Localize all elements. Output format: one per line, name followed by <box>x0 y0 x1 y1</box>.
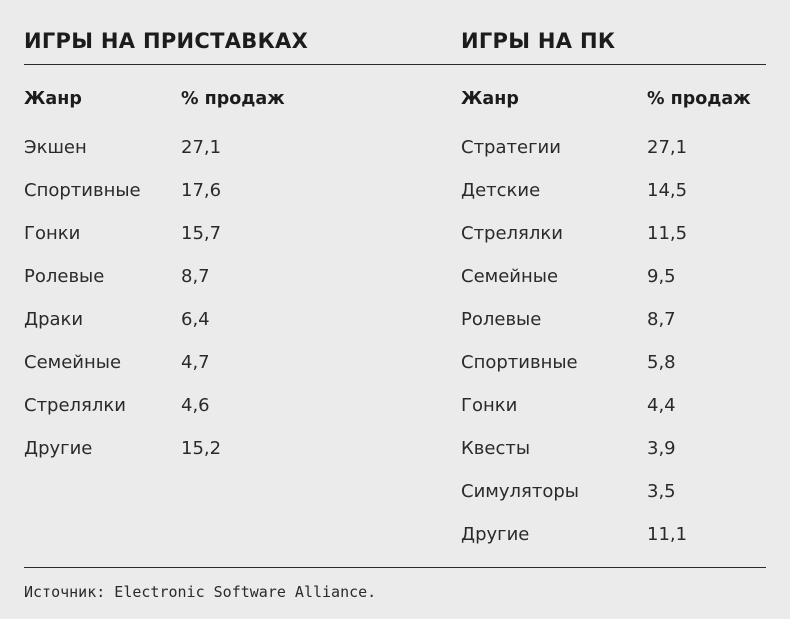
table-row: Драки 6,4 <box>24 298 285 341</box>
share-cell: 8,7 <box>181 266 210 287</box>
share-column-header: % продаж <box>181 89 285 109</box>
table-row: Ролевые 8,7 <box>461 298 751 341</box>
genre-cell: Семейные <box>461 266 559 287</box>
genre-cell: Гонки <box>461 395 518 416</box>
share-cell: 6,4 <box>181 309 210 330</box>
table-row: Гонки 4,4 <box>461 384 751 427</box>
share-cell: 3,5 <box>647 481 676 502</box>
genre-cell: Стрелялки <box>24 395 126 416</box>
table-row: Ролевые 8,7 <box>24 255 285 298</box>
table-row: Другие 11,1 <box>461 513 751 556</box>
share-cell: 27,1 <box>181 137 222 158</box>
genre-cell: Другие <box>24 438 93 459</box>
table-header-row: Жанр % продаж <box>461 84 751 126</box>
table-row: Детские 14,5 <box>461 169 751 212</box>
genre-cell: Стратегии <box>461 137 561 158</box>
bottom-divider <box>24 567 766 568</box>
pc-table-body: Стратегии 27,1 Детские 14,5 Стрелялки 11… <box>461 126 751 556</box>
share-cell: 11,1 <box>647 524 688 545</box>
table-row: Стрелялки 11,5 <box>461 212 751 255</box>
table-row: Стрелялки 4,6 <box>24 384 285 427</box>
table-row: Симуляторы 3,5 <box>461 470 751 513</box>
share-column-header: % продаж <box>647 89 751 109</box>
table-row: Другие 15,2 <box>24 427 285 470</box>
pc-table: Жанр % продаж Стратегии 27,1 Детские 14,… <box>461 84 751 556</box>
share-cell: 4,4 <box>647 395 676 416</box>
share-cell: 4,6 <box>181 395 210 416</box>
share-cell: 4,7 <box>181 352 210 373</box>
table-row: Семейные 9,5 <box>461 255 751 298</box>
genre-cell: Детские <box>461 180 541 201</box>
genre-cell: Квесты <box>461 438 531 459</box>
share-cell: 8,7 <box>647 309 676 330</box>
share-cell: 15,2 <box>181 438 222 459</box>
top-divider <box>24 64 766 65</box>
share-cell: 15,7 <box>181 223 222 244</box>
consoles-table-title: ИГРЫ НА ПРИСТАВКАХ <box>24 29 309 53</box>
share-cell: 27,1 <box>647 137 688 158</box>
share-cell: 11,5 <box>647 223 688 244</box>
genre-cell: Семейные <box>24 352 122 373</box>
share-cell: 5,8 <box>647 352 676 373</box>
table-row: Гонки 15,7 <box>24 212 285 255</box>
genre-cell: Драки <box>24 309 84 330</box>
genre-cell: Другие <box>461 524 530 545</box>
table-row: Стратегии 27,1 <box>461 126 751 169</box>
table-header-row: Жанр % продаж <box>24 84 285 126</box>
source-note: Источник: Electronic Software Alliance. <box>24 583 377 601</box>
genre-cell: Экшен <box>24 137 87 158</box>
genre-cell: Ролевые <box>461 309 542 330</box>
genre-cell: Ролевые <box>24 266 105 287</box>
table-row: Семейные 4,7 <box>24 341 285 384</box>
pc-table-title: ИГРЫ НА ПК <box>461 29 616 53</box>
share-cell: 9,5 <box>647 266 676 287</box>
share-cell: 17,6 <box>181 180 222 201</box>
consoles-table-body: Экшен 27,1 Спортивные 17,6 Гонки 15,7 Ро… <box>24 126 285 470</box>
genre-column-header: Жанр <box>461 89 519 109</box>
table-row: Спортивные 17,6 <box>24 169 285 212</box>
genre-cell: Симуляторы <box>461 481 579 502</box>
table-row: Квесты 3,9 <box>461 427 751 470</box>
genre-cell: Стрелялки <box>461 223 563 244</box>
genre-column-header: Жанр <box>24 89 82 109</box>
share-cell: 14,5 <box>647 180 688 201</box>
genre-cell: Спортивные <box>24 180 141 201</box>
table-row: Экшен 27,1 <box>24 126 285 169</box>
table-row: Спортивные 5,8 <box>461 341 751 384</box>
genre-cell: Спортивные <box>461 352 578 373</box>
consoles-table: Жанр % продаж Экшен 27,1 Спортивные 17,6… <box>24 84 285 470</box>
share-cell: 3,9 <box>647 438 676 459</box>
genre-cell: Гонки <box>24 223 81 244</box>
